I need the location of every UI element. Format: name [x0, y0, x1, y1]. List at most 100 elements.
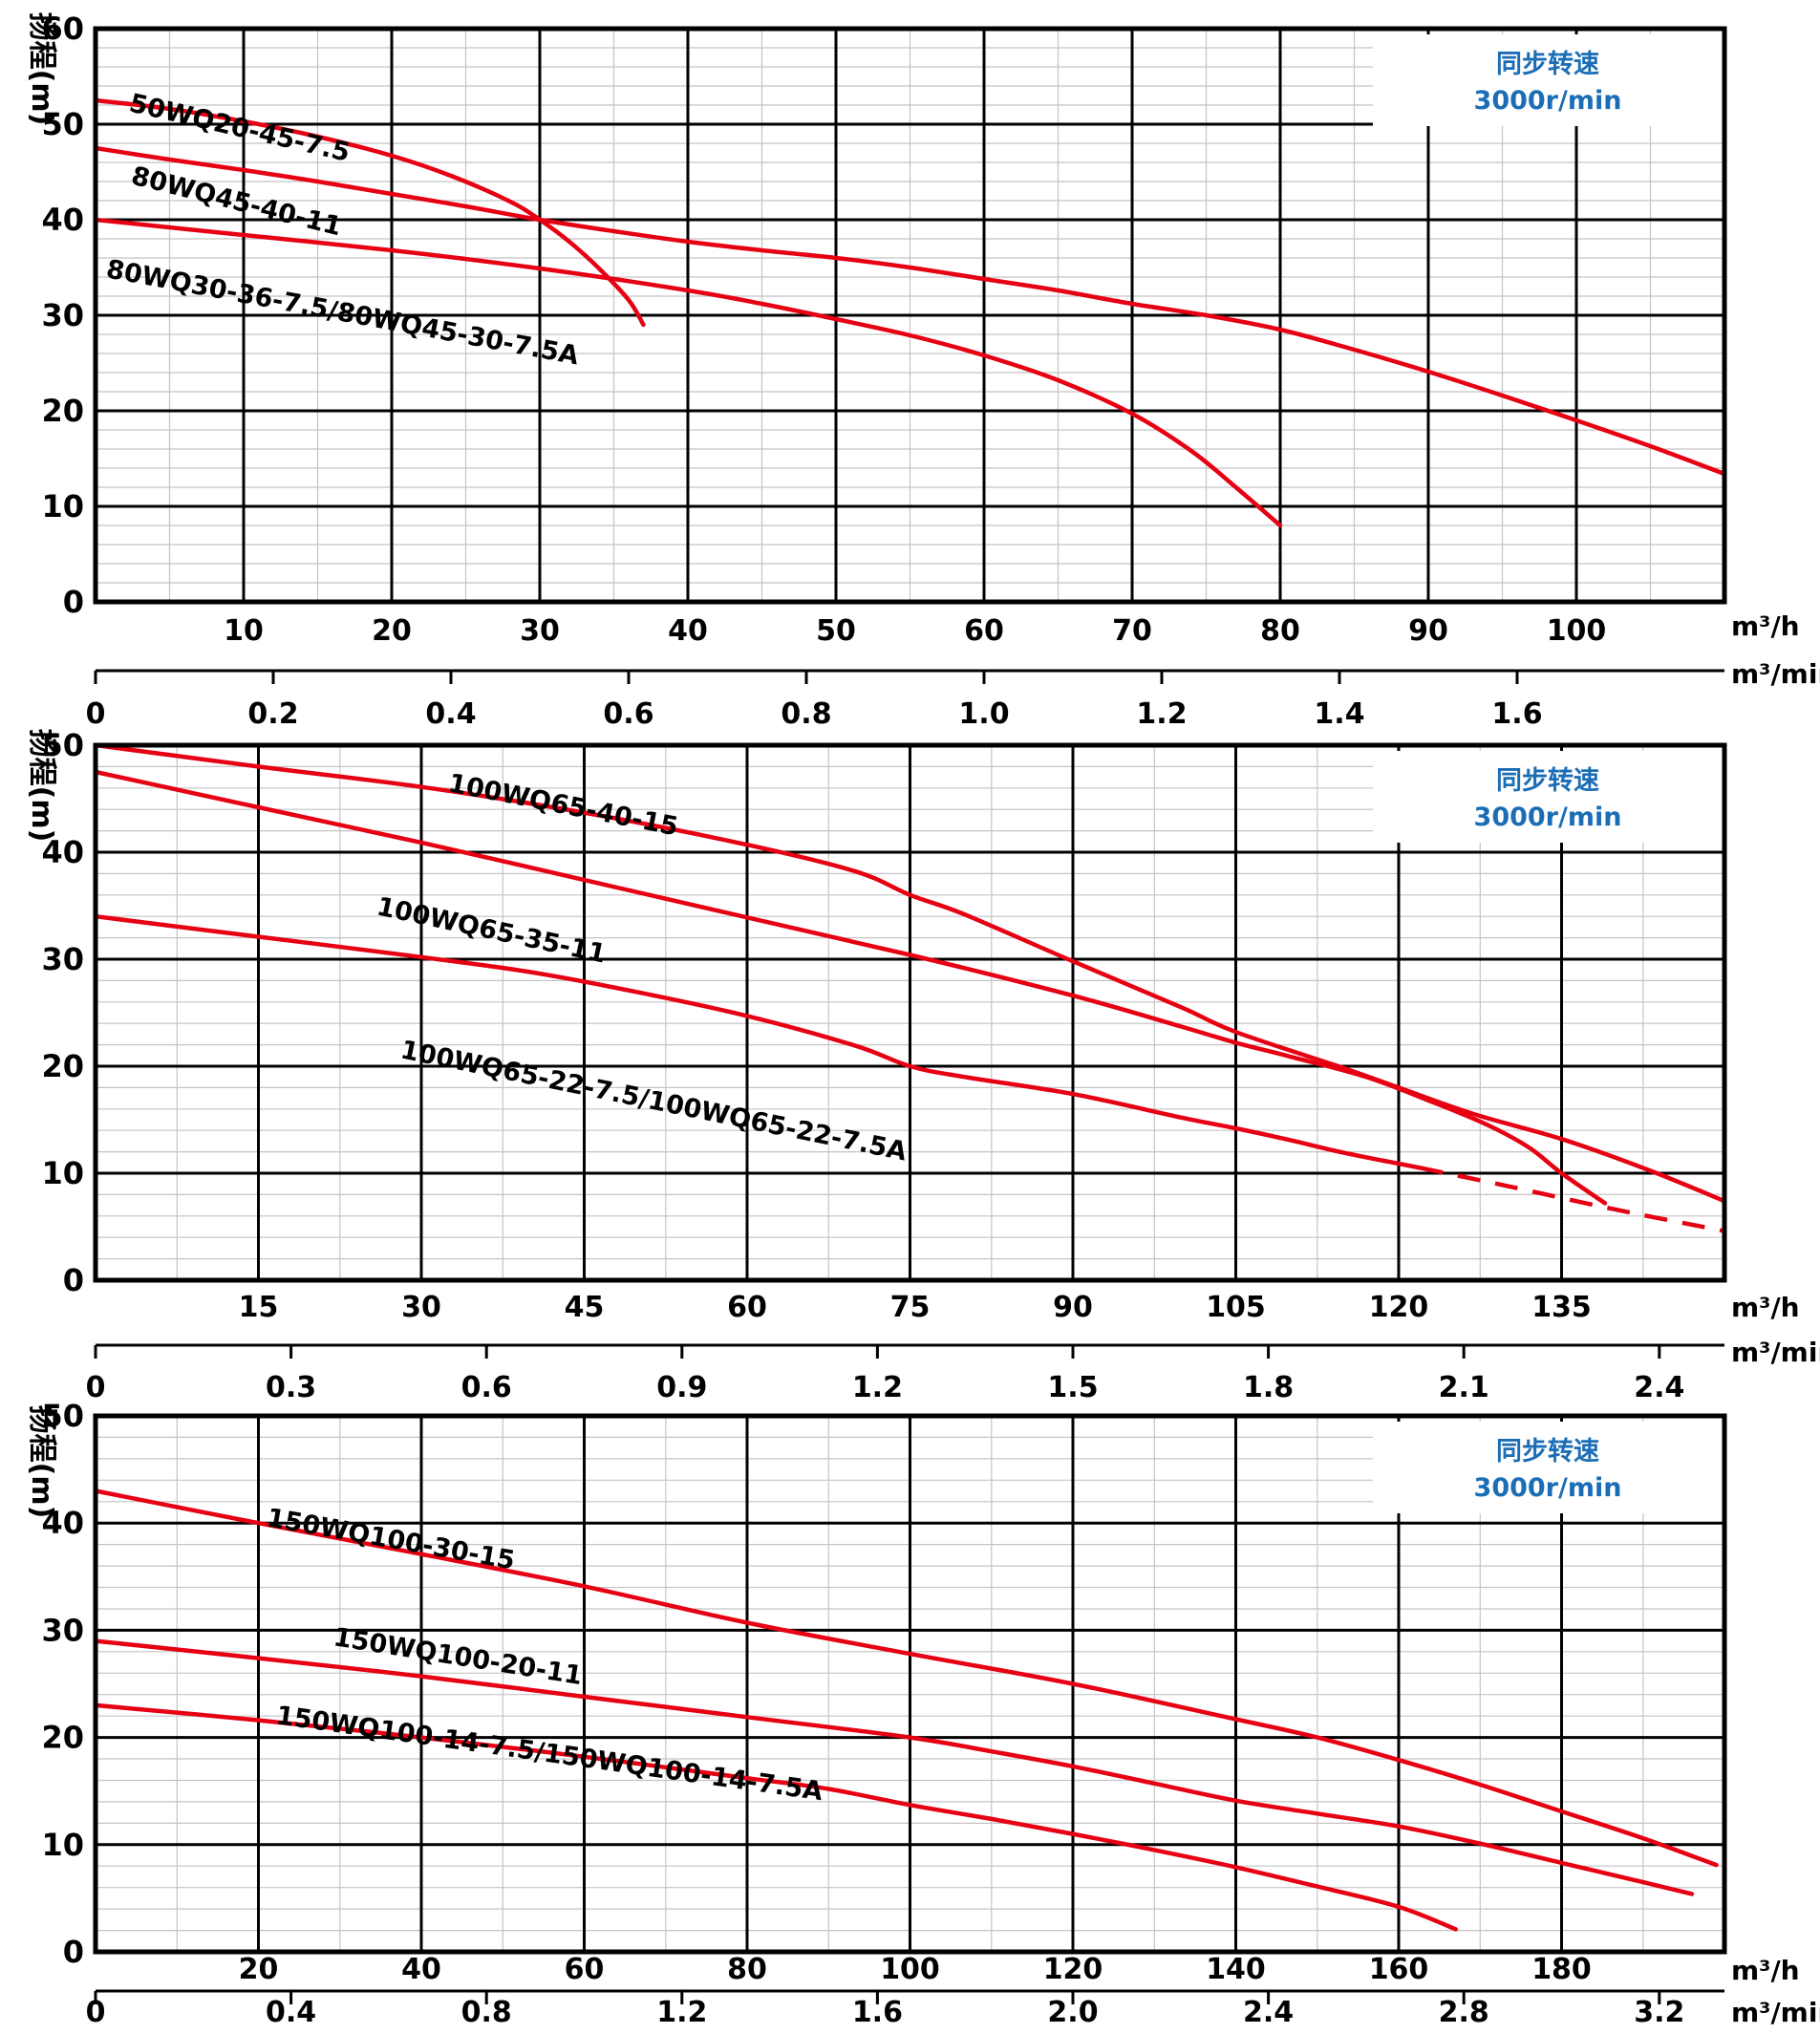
- pump-curve-dashed-extension: [1420, 1166, 1725, 1233]
- pump-curve: [93, 1488, 1719, 1868]
- x-axis-tick-label: 60: [964, 614, 1004, 648]
- x2-axis-tick-label: 2.4: [1243, 1996, 1294, 2029]
- x2-axis-tick-label: 1.6: [852, 1996, 903, 2029]
- x2-axis-tick-label: 0.8: [781, 697, 831, 731]
- y-axis-title: 扬程(m): [25, 1405, 58, 1519]
- y-axis-tick-label: 40: [41, 834, 84, 870]
- legend-box: [1373, 34, 1723, 126]
- x-axis-tick-label: 15: [239, 1291, 279, 1324]
- x2-axis-tick-label: 0: [86, 697, 106, 731]
- x2-axis-tick-label: 0.9: [656, 1371, 707, 1404]
- x2-axis-tick-label: 0.4: [425, 697, 476, 731]
- legend-box: [1373, 1422, 1723, 1513]
- x-axis-tick-label: 80: [727, 1953, 767, 1986]
- x-axis-tick-label: 20: [239, 1953, 279, 1986]
- pump-curve: [93, 913, 1423, 1170]
- x-axis-tick-label: 10: [224, 614, 264, 648]
- x2-axis-tick-label: 2.8: [1439, 1996, 1489, 2029]
- plot-border: [93, 1413, 1727, 1955]
- x2-axis-tick-label: 2.4: [1634, 1371, 1684, 1404]
- pump-curve: [93, 217, 1283, 528]
- y-axis-title: 扬程(m): [25, 12, 58, 126]
- x-axis-unit-label: m³/h: [1731, 610, 1800, 642]
- y-axis-tick-label: 30: [41, 297, 84, 333]
- x-axis-tick-label: 70: [1112, 614, 1152, 648]
- legend-rpm-value: 3000r/min: [1474, 86, 1622, 116]
- x-axis-tick-label: 135: [1531, 1291, 1592, 1324]
- pump-curve: [93, 769, 1608, 1206]
- x-axis-tick-label: 40: [401, 1953, 441, 1986]
- x-axis-tick-label: 30: [401, 1291, 441, 1324]
- x2-axis-tick-label: 0.6: [603, 697, 653, 731]
- x2-axis-tick-label: 1.2: [656, 1996, 707, 2029]
- x-axis-tick-label: 180: [1531, 1953, 1592, 1986]
- y-axis-tick-label: 20: [41, 1720, 84, 1756]
- x2-axis-tick-label: 1.2: [852, 1371, 903, 1404]
- y-axis-tick-label: 0: [63, 584, 84, 620]
- legend-sync-speed-label: 同步转速: [1496, 1437, 1599, 1467]
- y-axis-tick-label: 10: [41, 488, 84, 525]
- x-axis-tick-label: 40: [668, 614, 708, 648]
- x2-axis-tick-label: 1.4: [1314, 697, 1364, 731]
- curve-model-label: 100WQ65-22-7.5/100WQ65-22-7.5A: [398, 1035, 910, 1167]
- y-axis-tick-label: 30: [41, 1612, 84, 1648]
- x-axis-tick-label: 105: [1206, 1291, 1266, 1324]
- pump-curve: [93, 97, 646, 328]
- x-axis-tick-label: 120: [1043, 1953, 1103, 1986]
- curve-model-label: 80WQ45-40-11: [128, 161, 344, 243]
- x-axis-tick-label: 120: [1369, 1291, 1429, 1324]
- x2-axis-tick-label: 1.0: [958, 697, 1009, 731]
- y-axis-tick-label: 0: [63, 1934, 84, 1970]
- pump-curve: [93, 145, 1727, 477]
- plot-border: [93, 742, 1727, 1283]
- y-axis-tick-label: 0: [63, 1262, 84, 1298]
- curve-model-label: 150WQ100-30-15: [265, 1503, 517, 1575]
- x2-axis-tick-label: 2.0: [1047, 1996, 1098, 2029]
- x-axis-tick-label: 60: [565, 1953, 605, 1986]
- legend-rpm-value: 3000r/min: [1474, 803, 1622, 832]
- x2-axis-unit-label: m³/min: [1731, 1997, 1820, 2028]
- y-axis-tick-label: 10: [41, 1155, 84, 1191]
- y-axis-tick-label: 50: [41, 727, 84, 763]
- legend-sync-speed-label: 同步转速: [1496, 50, 1599, 79]
- x-axis-tick-label: 20: [372, 614, 412, 648]
- plot-border: [93, 26, 1727, 605]
- x-axis-tick-label: 90: [1408, 614, 1448, 648]
- x-axis-tick-label: 45: [565, 1291, 605, 1324]
- pump-curve: [93, 1702, 1458, 1932]
- x-axis-tick-label: 100: [880, 1953, 940, 1986]
- x2-axis-tick-label: 2.1: [1439, 1371, 1489, 1404]
- x2-axis-tick-label: 0.8: [461, 1996, 512, 2029]
- x-axis-unit-label: m³/h: [1731, 1955, 1800, 1986]
- x2-axis-tick-label: 0.4: [266, 1996, 316, 2029]
- y-axis-tick-label: 10: [41, 1827, 84, 1863]
- x-axis-tick-label: 60: [727, 1291, 767, 1324]
- x-axis-tick-label: 160: [1369, 1953, 1429, 1986]
- x-axis-tick-label: 75: [890, 1291, 931, 1324]
- y-axis-tick-label: 40: [41, 1505, 84, 1541]
- x2-axis-tick-label: 3.2: [1634, 1996, 1684, 2029]
- x2-axis-tick-label: 0.3: [266, 1371, 316, 1404]
- legend-rpm-value: 3000r/min: [1474, 1473, 1622, 1503]
- legend-box: [1373, 751, 1723, 843]
- x-axis-tick-label: 100: [1547, 614, 1607, 648]
- x2-axis-unit-label: m³/min: [1731, 1337, 1820, 1368]
- x-axis-tick-label: 80: [1260, 614, 1300, 648]
- y-axis-tick-label: 30: [41, 941, 84, 977]
- y-axis-title: 扬程(m): [25, 729, 58, 843]
- x-axis-tick-label: 140: [1206, 1953, 1266, 1986]
- x-axis-tick-label: 50: [816, 614, 856, 648]
- x2-axis-unit-label: m³/min: [1731, 658, 1820, 690]
- x2-axis-tick-label: 0: [86, 1371, 106, 1404]
- y-axis-tick-label: 60: [41, 11, 84, 47]
- y-axis-tick-label: 20: [41, 393, 84, 429]
- x2-axis-tick-label: 0.2: [247, 697, 298, 731]
- x2-axis-tick-label: 1.8: [1243, 1371, 1294, 1404]
- x-axis-tick-label: 30: [520, 614, 560, 648]
- y-axis-tick-label: 20: [41, 1048, 84, 1084]
- y-axis-tick-label: 50: [41, 1398, 84, 1434]
- x2-axis-tick-label: 1.6: [1491, 697, 1542, 731]
- x-axis-tick-label: 90: [1053, 1291, 1093, 1324]
